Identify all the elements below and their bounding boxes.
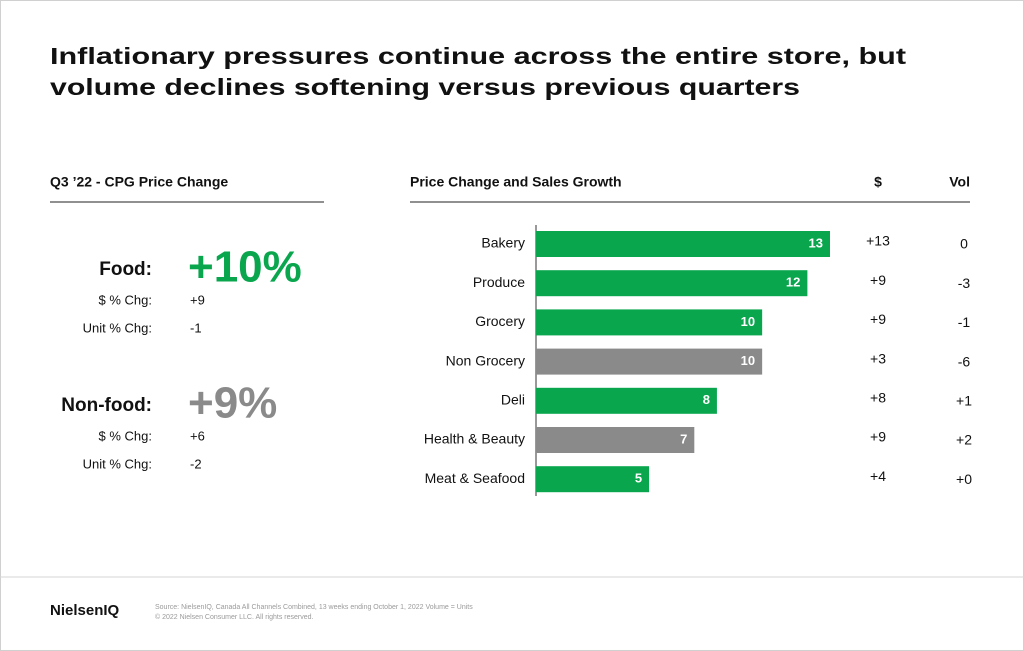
metric-label: $ % Chg:	[99, 292, 152, 307]
group-headline: +10%	[188, 243, 302, 292]
title-line: Inflationary pressures continue across t…	[50, 43, 906, 69]
bar-label: 5	[635, 471, 642, 486]
chart-title: Price Change and Sales Growth	[410, 174, 622, 190]
column-header: Vol	[949, 174, 970, 190]
volume-change: -1	[958, 314, 971, 330]
copyright: © 2022 Nielsen Consumer LLC. All rights …	[155, 613, 314, 621]
volume-change: +2	[956, 432, 972, 448]
bar	[536, 427, 695, 453]
category-label: Meat & Seafood	[425, 470, 525, 486]
metric-value: -2	[190, 456, 202, 471]
bar-label: 10	[741, 353, 755, 368]
category-label: Health & Beauty	[424, 431, 525, 447]
metric-value: +9	[190, 292, 205, 307]
metric-label: Unit % Chg:	[83, 456, 152, 471]
volume-change: -6	[958, 353, 971, 369]
bar	[536, 309, 763, 336]
metric-label: Unit % Chg:	[83, 320, 152, 335]
metric-value: +6	[190, 428, 205, 443]
group-label: Food:	[99, 259, 152, 280]
dollar-change: +9	[870, 429, 886, 445]
bar-label: 13	[809, 235, 823, 250]
bar-label: 12	[786, 275, 800, 290]
bar	[536, 231, 830, 257]
metric-label: $ % Chg:	[99, 428, 152, 443]
column-header: $	[874, 174, 882, 190]
bar-label: 8	[703, 392, 710, 407]
category-label: Produce	[473, 274, 525, 290]
category-label: Grocery	[475, 313, 525, 329]
brand: NielsenIQ	[50, 602, 120, 619]
bar	[536, 466, 650, 493]
bar-label: 10	[741, 314, 755, 329]
group-headline: +9%	[188, 379, 277, 428]
dollar-change: +4	[870, 468, 886, 484]
title-line: volume declines softening versus previou…	[50, 74, 800, 100]
volume-change: -3	[958, 275, 971, 291]
volume-change: 0	[960, 236, 968, 252]
bar	[536, 387, 717, 414]
category-label: Bakery	[481, 235, 525, 251]
category-label: Deli	[501, 392, 525, 408]
dollar-change: +8	[870, 390, 886, 406]
category-label: Non Grocery	[446, 352, 525, 368]
left-heading: Q3 ’22 - CPG Price Change	[50, 174, 228, 190]
dollar-change: +9	[870, 311, 886, 327]
source-note: Source: NielsenIQ, Canada All Channels C…	[155, 604, 473, 611]
dollar-change: +9	[870, 272, 886, 288]
volume-change: +0	[956, 471, 972, 487]
group-label: Non-food:	[61, 395, 152, 416]
bar	[536, 348, 763, 375]
metric-value: -1	[190, 320, 202, 335]
volume-change: +1	[956, 393, 972, 409]
bar	[536, 270, 808, 297]
bar-label: 7	[680, 431, 687, 446]
dollar-change: +13	[866, 233, 890, 249]
dollar-change: +3	[870, 350, 886, 366]
